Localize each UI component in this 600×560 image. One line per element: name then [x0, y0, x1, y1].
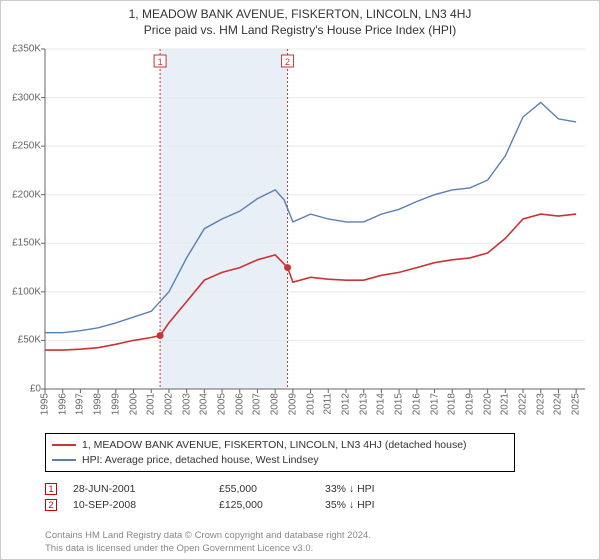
y-tick-label: £150K	[12, 238, 41, 249]
chart-plot-area: 12	[45, 49, 585, 389]
x-tick-label: 1998	[93, 393, 104, 415]
x-tick-label: 2009	[287, 393, 298, 415]
legend-label-hpi: HPI: Average price, detached house, West…	[82, 453, 319, 468]
x-tick-label: 2003	[181, 393, 192, 415]
footer-line1: Contains HM Land Registry data © Crown c…	[45, 530, 585, 542]
x-tick-label: 2025	[571, 393, 582, 415]
x-tick-label: 2007	[252, 393, 263, 415]
x-tick-label: 1997	[75, 393, 86, 415]
x-tick-label: 2000	[128, 393, 139, 415]
event-row-2: 2 10-SEP-2008 £125,000 35% ↓ HPI	[45, 497, 585, 513]
x-tick-label: 2024	[553, 393, 564, 415]
x-tick-label: 2012	[340, 393, 351, 415]
events-table: 1 28-JUN-2001 £55,000 33% ↓ HPI 2 10-SEP…	[45, 481, 585, 513]
legend-swatch-hpi	[52, 459, 76, 461]
y-axis-ticks: £0£50K£100K£150K£200K£250K£300K£350K	[1, 49, 45, 389]
event-marker-1: 1	[45, 483, 57, 495]
x-tick-label: 2010	[305, 393, 316, 415]
y-tick-label: £50K	[18, 335, 41, 346]
x-axis-ticks: 1995199619971998199920002001200220032004…	[45, 389, 585, 433]
y-tick-label: £200K	[12, 189, 41, 200]
x-tick-label: 2001	[146, 393, 157, 415]
y-tick-label: £250K	[12, 141, 41, 152]
legend: 1, MEADOW BANK AVENUE, FISKERTON, LINCOL…	[45, 433, 515, 472]
x-tick-label: 2013	[358, 393, 369, 415]
x-tick-label: 2006	[234, 393, 245, 415]
chart-container: 1, MEADOW BANK AVENUE, FISKERTON, LINCOL…	[0, 0, 600, 560]
x-tick-label: 2023	[535, 393, 546, 415]
x-tick-label: 2018	[447, 393, 458, 415]
x-tick-label: 1995	[40, 393, 51, 415]
footer-line2: This data is licensed under the Open Gov…	[45, 543, 585, 555]
chart-svg: 12	[40, 47, 590, 397]
x-tick-label: 2014	[376, 393, 387, 415]
title-block: 1, MEADOW BANK AVENUE, FISKERTON, LINCOL…	[1, 1, 599, 37]
x-tick-label: 2017	[429, 393, 440, 415]
event-price-1: £55,000	[219, 483, 309, 495]
legend-row-property: 1, MEADOW BANK AVENUE, FISKERTON, LINCOL…	[52, 438, 508, 453]
x-tick-label: 2015	[394, 393, 405, 415]
svg-text:2: 2	[285, 57, 290, 67]
x-tick-label: 2019	[464, 393, 475, 415]
event-vs-2: 35% ↓ HPI	[325, 499, 415, 511]
x-tick-label: 1996	[57, 393, 68, 415]
x-tick-label: 2020	[482, 393, 493, 415]
x-tick-label: 2011	[323, 393, 334, 415]
x-tick-label: 2021	[500, 393, 511, 415]
footer-attribution: Contains HM Land Registry data © Crown c…	[45, 530, 585, 555]
legend-row-hpi: HPI: Average price, detached house, West…	[52, 453, 508, 468]
event-row-1: 1 28-JUN-2001 £55,000 33% ↓ HPI	[45, 481, 585, 497]
x-tick-label: 1999	[110, 393, 121, 415]
x-tick-label: 2004	[199, 393, 210, 415]
x-tick-label: 2005	[217, 393, 228, 415]
legend-swatch-property	[52, 444, 76, 446]
x-tick-label: 2016	[411, 393, 422, 415]
title-subtitle: Price paid vs. HM Land Registry's House …	[1, 21, 599, 37]
x-tick-label: 2008	[270, 393, 281, 415]
event-price-2: £125,000	[219, 499, 309, 511]
legend-label-property: 1, MEADOW BANK AVENUE, FISKERTON, LINCOL…	[82, 438, 467, 453]
event-vs-1: 33% ↓ HPI	[325, 483, 415, 495]
x-tick-label: 2022	[518, 393, 529, 415]
svg-text:1: 1	[158, 57, 163, 67]
x-tick-label: 2002	[163, 393, 174, 415]
y-tick-label: £350K	[12, 44, 41, 55]
y-tick-label: £300K	[12, 92, 41, 103]
y-tick-label: £100K	[12, 286, 41, 297]
title-address: 1, MEADOW BANK AVENUE, FISKERTON, LINCOL…	[1, 7, 599, 21]
event-date-2: 10-SEP-2008	[73, 499, 203, 511]
event-marker-2: 2	[45, 499, 57, 511]
event-date-1: 28-JUN-2001	[73, 483, 203, 495]
